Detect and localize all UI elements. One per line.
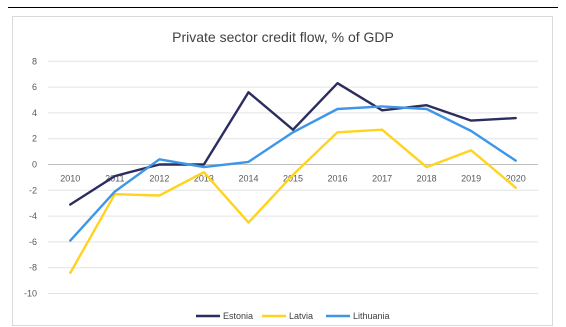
y-tick-label: -4 bbox=[29, 211, 37, 221]
y-tick-label: -2 bbox=[29, 185, 37, 195]
legend-label-estonia: Estonia bbox=[223, 311, 253, 321]
series-line-estonia bbox=[70, 83, 515, 204]
legend: Estonia Latvia Lithuania bbox=[196, 311, 390, 321]
chart-title: Private sector credit flow, % of GDP bbox=[172, 29, 394, 45]
y-tick-label: 6 bbox=[32, 82, 37, 92]
x-tick-label: 2012 bbox=[149, 174, 169, 184]
y-tick-label: -8 bbox=[29, 263, 37, 273]
x-tick-label: 2019 bbox=[461, 174, 481, 184]
y-tick-label: 2 bbox=[32, 134, 37, 144]
y-tick-label: -10 bbox=[24, 289, 37, 299]
x-tick-label: 2018 bbox=[417, 174, 437, 184]
legend-label-latvia: Latvia bbox=[289, 311, 313, 321]
x-tick-label: 2017 bbox=[372, 174, 392, 184]
y-tick-label: 4 bbox=[32, 108, 37, 118]
x-tick-label: 2014 bbox=[238, 174, 258, 184]
legend-label-lithuania: Lithuania bbox=[353, 311, 390, 321]
x-tick-label: 2016 bbox=[328, 174, 348, 184]
series-line-latvia bbox=[70, 130, 515, 273]
y-axis-ticks: 8 6 4 2 0 -2 -4 -6 -8 -10 bbox=[24, 56, 37, 298]
y-tick-label: 8 bbox=[32, 56, 37, 66]
x-tick-label: 2010 bbox=[60, 174, 80, 184]
y-tick-label: -6 bbox=[29, 237, 37, 247]
y-tick-label: 0 bbox=[32, 160, 37, 170]
